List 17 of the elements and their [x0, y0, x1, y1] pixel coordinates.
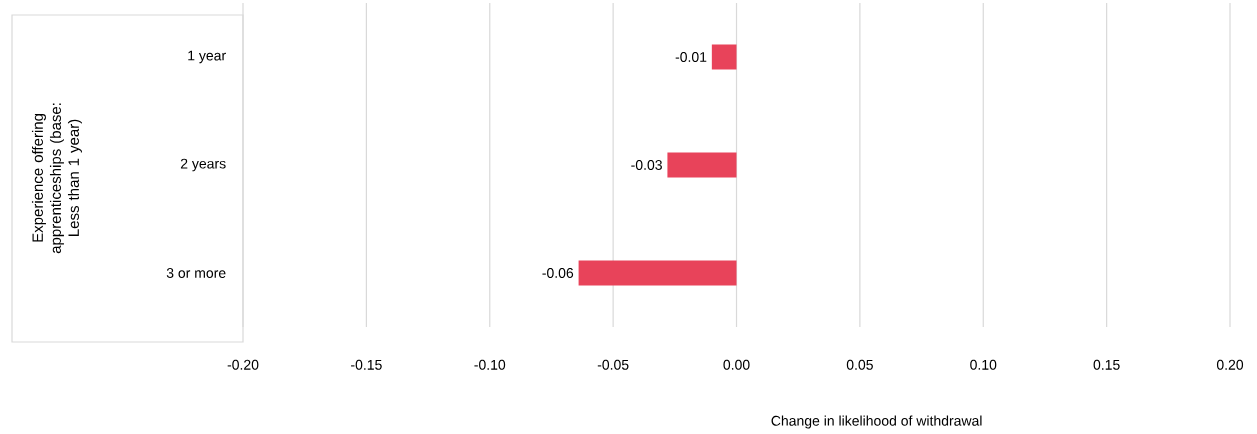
y-tick-label: 3 or more — [166, 268, 226, 278]
x-axis-title: Change in likelihood of withdrawal — [771, 415, 982, 429]
data-label: -0.06 — [542, 268, 574, 278]
x-tick-label: 0.10 — [970, 359, 997, 370]
x-tick-label: -0.10 — [474, 359, 506, 370]
x-tick-label: -0.05 — [597, 359, 629, 370]
y-tick-label: 2 years — [180, 158, 226, 172]
data-label: -0.03 — [631, 160, 662, 170]
x-tick-label: -0.15 — [351, 359, 382, 370]
text: Experience offering apprenticeships (base: Less than 1 year) — [31, 103, 82, 254]
y-tick-label: 1 year — [188, 50, 226, 64]
x-tick-label: 0.05 — [846, 359, 873, 370]
x-tick-label: 0.20 — [1216, 359, 1244, 370]
data-label: -0.01 — [675, 52, 707, 62]
x-tick-label: 0.00 — [723, 359, 750, 370]
x-tick-label: -0.20 — [227, 359, 259, 370]
x-tick-label: 0.15 — [1093, 359, 1120, 370]
